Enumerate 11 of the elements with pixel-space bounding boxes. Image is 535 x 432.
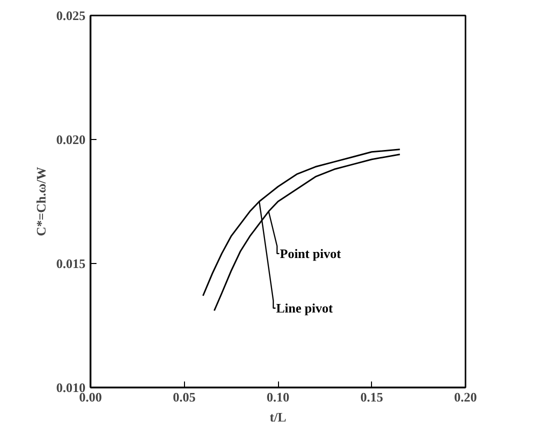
text: Line pivot — [276, 300, 334, 316]
y-tick-label: 0.015 — [56, 256, 86, 271]
x-tick-label: 0.10 — [266, 390, 290, 404]
x-axis-title: t/L — [270, 410, 287, 424]
x-tick-label: 0.05 — [172, 390, 196, 404]
text: Point pivot — [280, 246, 342, 262]
x-tick-label: 0.20 — [454, 390, 477, 404]
y-tick-label: 0.020 — [56, 132, 86, 147]
y-axis-title: C*=Ch.ω/W — [33, 166, 48, 236]
x-tick-label: 0.15 — [360, 390, 384, 404]
y-tick-label: 0.025 — [56, 8, 86, 23]
